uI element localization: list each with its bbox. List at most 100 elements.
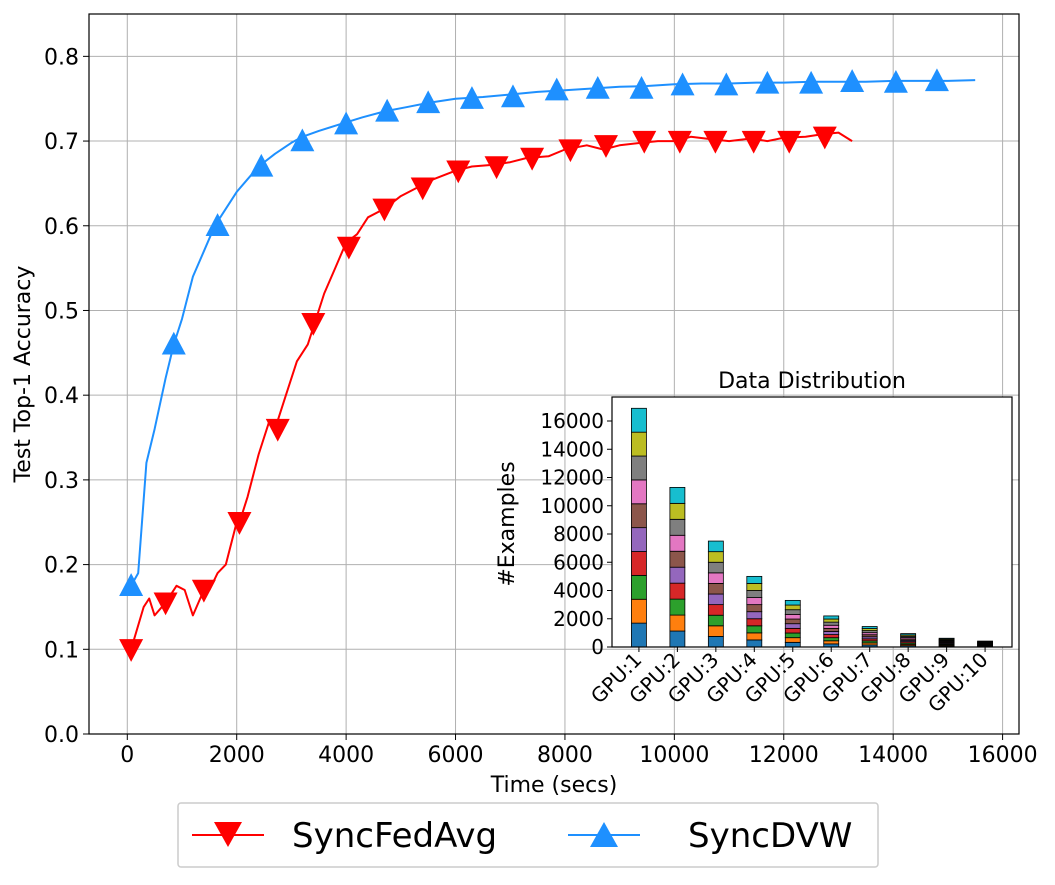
inset-bar-segment <box>631 479 647 505</box>
marker-syncdvw <box>205 213 230 236</box>
inset-bar-segment <box>707 625 724 637</box>
inset-y-tick-label: 0 <box>591 635 604 659</box>
y-tick-label: 0.7 <box>44 130 79 155</box>
inset-bar-segment <box>631 551 647 576</box>
inset-bar-segment <box>784 599 801 606</box>
main-axes-frame <box>88 13 1020 735</box>
legend-label-syncdvw: SyncDVW <box>688 816 852 856</box>
marker-syncdvw <box>459 86 484 109</box>
inset-bar-segment <box>669 566 686 584</box>
inset-y-tick-label: 8000 <box>553 522 604 546</box>
inset-bar-segment <box>746 639 763 648</box>
marker-syncdvw <box>119 573 144 596</box>
inset-bar-segment <box>823 640 840 645</box>
legend-marker-syncfedavg <box>214 822 242 847</box>
marker-syncfedavg <box>336 236 361 260</box>
inset-axes-frame <box>611 396 1013 648</box>
inset-y-tick-label: 4000 <box>553 579 604 603</box>
inset-bar-segment <box>823 624 840 629</box>
inset-y-tick-label: 14000 <box>540 437 604 461</box>
legend-marker-syncdvw <box>590 822 618 847</box>
marker-syncfedavg <box>191 579 216 603</box>
marker-syncfedavg <box>227 512 252 535</box>
inset-bar-segment <box>631 431 647 457</box>
inset-bar-segment <box>746 618 763 627</box>
inset-y-tick-label: 16000 <box>540 409 604 433</box>
inset-bar-segment <box>707 636 724 648</box>
inset-bar-segment <box>631 574 647 600</box>
marker-syncdvw <box>249 153 274 177</box>
y-tick-label: 0.6 <box>44 215 79 240</box>
inset-bar-segment <box>707 540 724 553</box>
inset-bar-segment <box>707 551 724 563</box>
y-tick-label: 0.2 <box>44 554 79 579</box>
y-tick-label: 0.5 <box>44 299 79 324</box>
marker-syncdvw <box>883 70 908 93</box>
inset-bar-segment <box>746 590 763 598</box>
inset-bar-segment <box>707 593 724 606</box>
marker-syncfedavg <box>777 130 802 154</box>
marker-syncdvw <box>755 70 780 94</box>
marker-syncfedavg <box>119 639 144 662</box>
marker-syncdvw <box>375 98 400 122</box>
marker-syncfedavg <box>301 312 326 336</box>
y-tick-label: 0.0 <box>44 723 79 748</box>
inset-bar-segment <box>669 614 686 632</box>
inset-bar-segment <box>746 625 763 634</box>
inset-bar-segment <box>784 623 801 629</box>
inset-bar-segment <box>784 641 801 648</box>
main-series <box>119 68 976 662</box>
legend-box <box>177 802 879 868</box>
inset-y-tick-label: 2000 <box>553 607 604 631</box>
marker-syncdvw <box>629 75 654 99</box>
inset-bar-segment <box>707 572 724 584</box>
marker-syncdvw <box>585 75 610 99</box>
inset-bar-segment <box>631 503 647 529</box>
inset-y-tick-label: 12000 <box>540 466 604 490</box>
inset-bar-segment <box>669 630 686 648</box>
marker-syncdvw <box>290 128 315 152</box>
inset-bar-segment <box>746 611 763 620</box>
legend: SyncFedAvg SyncDVW <box>177 802 879 868</box>
inset-bar-segment <box>746 583 763 591</box>
x-tick-label: 14000 <box>858 743 928 768</box>
inset-bar-segment <box>669 598 686 616</box>
inset-bar-segment <box>900 633 917 636</box>
inset-bar-segment <box>784 632 801 639</box>
inset-bar-segment <box>669 518 686 536</box>
x-tick-label: 16000 <box>968 743 1038 768</box>
inset-bar-segment <box>746 632 763 641</box>
marker-syncdvw <box>714 72 739 96</box>
inset-bar-segment <box>784 627 801 634</box>
inset-bar-segment <box>784 604 801 611</box>
inset-y-axis-label: #Examples <box>495 461 520 586</box>
marker-syncdvw <box>924 68 949 92</box>
series-line-syncdvw <box>130 79 976 587</box>
inset-bar-segment <box>823 618 840 623</box>
marker-syncfedavg <box>446 160 471 184</box>
marker-syncfedavg <box>703 130 728 154</box>
marker-syncfedavg <box>632 130 657 154</box>
inset-bar-segment <box>707 614 724 627</box>
marker-syncdvw <box>840 69 865 92</box>
inset-bar-segment <box>707 583 724 595</box>
marker-syncdvw <box>416 90 441 114</box>
inset-bar-segment <box>823 627 840 632</box>
inset-y-tick-label: 6000 <box>553 550 604 574</box>
inset-bar-segment <box>669 582 686 600</box>
legend-label-syncfedavg: SyncFedAvg <box>292 816 497 856</box>
marker-syncfedavg <box>812 126 837 150</box>
inset-bar-segment <box>784 609 801 615</box>
marker-syncfedavg <box>667 130 692 154</box>
inset-bar-segment <box>823 637 840 642</box>
inset-bar-segment <box>823 634 840 639</box>
inset-bar-segment <box>631 407 647 433</box>
marker-syncdvw <box>799 70 824 94</box>
marker-syncfedavg <box>265 418 290 442</box>
inset-bar-segment <box>938 637 955 640</box>
inset-bar-segment <box>631 527 647 552</box>
inset-bar-segment <box>823 631 840 635</box>
inset-bar-segment <box>669 534 686 552</box>
marker-syncfedavg <box>558 139 583 163</box>
